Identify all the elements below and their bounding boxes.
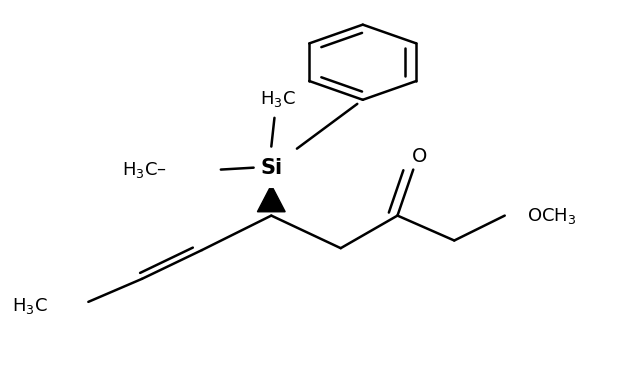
Text: H$_3$C: H$_3$C: [260, 89, 296, 109]
Text: Si: Si: [260, 158, 282, 178]
Text: H$_3$C: H$_3$C: [12, 296, 47, 316]
Text: OCH$_3$: OCH$_3$: [527, 206, 576, 226]
Polygon shape: [257, 189, 285, 212]
Text: H$_3$C–: H$_3$C–: [122, 159, 167, 180]
Text: O: O: [412, 147, 428, 166]
